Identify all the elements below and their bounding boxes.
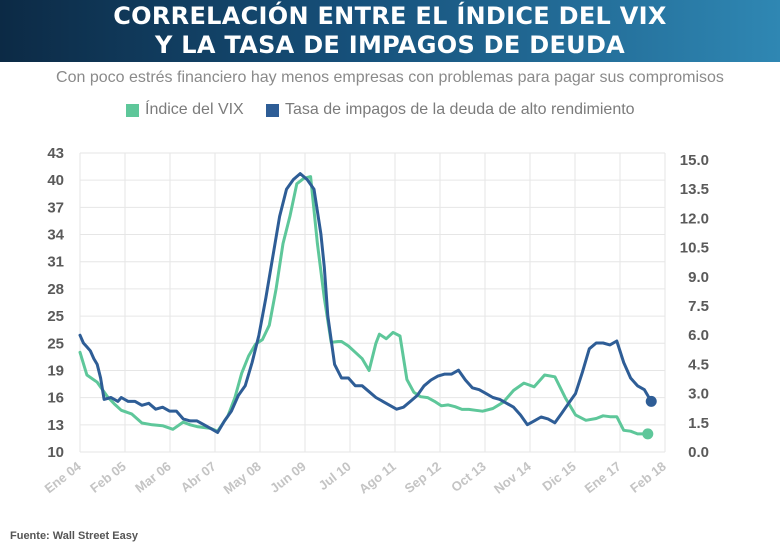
y-right-tick-label: 0.0 — [688, 444, 709, 461]
y-left-tick-label: 34 — [47, 227, 64, 244]
x-tick-label: May 08 — [220, 459, 263, 498]
y-left-tick-label: 43 — [47, 145, 64, 162]
y-left-tick-label: 19 — [47, 362, 64, 379]
legend-item-vix: Índice del VIX — [126, 101, 244, 119]
legend: Índice del VIX Tasa de impagos de la deu… — [0, 101, 780, 123]
chart-title-line-1: CORRELACIÓN ENTRE EL ÍNDICE DEL VIX — [113, 2, 667, 30]
y-left-tick-label: 31 — [47, 254, 64, 271]
y-right-tick-label: 6.0 — [688, 327, 709, 344]
y-right-tick-label: 12.0 — [680, 210, 709, 227]
y-left-tick-label: 25 — [47, 308, 64, 325]
chart-title-line-2: Y LA TASA DE IMPAGOS DE DEUDA — [154, 31, 626, 59]
y-left-tick-label: 25 — [47, 335, 64, 352]
x-tick-label: Dic 15 — [539, 459, 578, 494]
y-left-tick-label: 40 — [47, 172, 64, 189]
y-right-tick-label: 13.5 — [680, 181, 709, 198]
y-right-tick-label: 4.5 — [688, 356, 709, 373]
x-tick-label: Oct 13 — [448, 459, 489, 495]
chart-subtitle: Con poco estrés financiero hay menos emp… — [56, 69, 724, 86]
legend-swatch-vix — [126, 103, 139, 117]
source-note: Fuente: Wall Street Easy — [10, 530, 138, 542]
x-tick-label: Ago 11 — [356, 459, 399, 497]
y-left-tick-label: 37 — [47, 199, 64, 216]
legend-label-vix: Índice del VIX — [145, 101, 244, 118]
y-right-tick-label: 7.5 — [688, 298, 709, 315]
series-line-default-rate — [78, 172, 653, 434]
x-tick-label: Feb 05 — [87, 459, 129, 496]
title-banner: CORRELACIÓN ENTRE EL ÍNDICE DEL VIX Y LA… — [0, 0, 780, 62]
x-tick-label: Abr 07 — [178, 459, 219, 496]
series-line-default-rate-end-marker — [645, 395, 657, 407]
series-line-vix-end-marker — [642, 428, 654, 440]
x-tick-label: Nov 14 — [491, 458, 534, 497]
y-right-tick-label: 10.5 — [680, 240, 709, 257]
x-tick-label: Feb 18 — [627, 459, 669, 496]
x-tick-label: Mar 06 — [132, 459, 174, 496]
x-tick-label: Ene 17 — [582, 459, 624, 497]
y-right-tick-label: 15.0 — [680, 152, 709, 169]
y-left-tick-label: 16 — [47, 390, 64, 407]
x-tick-label: Ene 04 — [42, 458, 85, 496]
legend-label-default-rate: Tasa de impagos de la deuda de alto rend… — [285, 101, 635, 118]
series-line-vix — [78, 175, 650, 436]
y-right-tick-label: 9.0 — [688, 269, 709, 286]
y-left-tick-label: 28 — [47, 281, 64, 298]
legend-swatch-default-rate — [266, 103, 279, 117]
legend-item-default-rate: Tasa de impagos de la deuda de alto rend… — [266, 101, 635, 119]
x-tick-label: Jun 09 — [267, 459, 309, 496]
y-left-tick-label: 10 — [47, 444, 64, 461]
y-left-tick-label: 13 — [47, 417, 64, 434]
x-tick-label: Sep 12 — [402, 459, 444, 497]
y-right-tick-label: 1.5 — [688, 415, 709, 432]
x-tick-label: Jul 10 — [316, 459, 354, 494]
y-right-tick-label: 3.0 — [688, 386, 709, 403]
